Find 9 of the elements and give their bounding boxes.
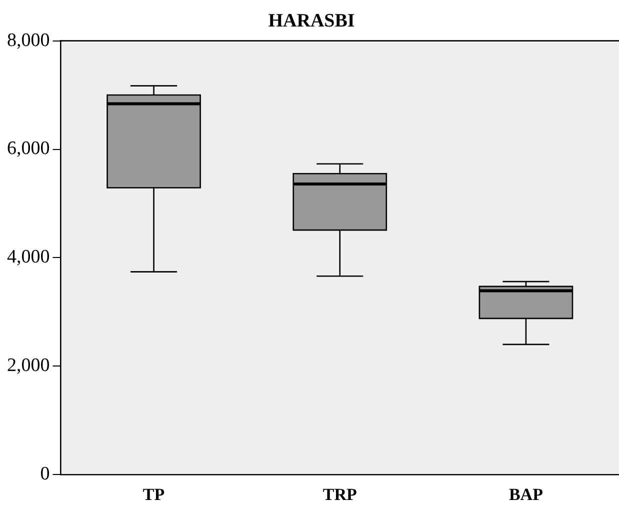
y-tick-label: 0 — [40, 464, 50, 485]
y-tick-label: 4,000 — [7, 246, 50, 268]
x-tick-label: TP — [142, 485, 165, 504]
y-tick-label: 8,000 — [7, 30, 50, 51]
chart-title: HARASBI — [268, 10, 355, 32]
y-tick-label: 6,000 — [7, 138, 50, 160]
y-tick-label: 2,000 — [7, 355, 50, 376]
x-tick-label: BAP — [508, 485, 543, 504]
x-tick-label: TRP — [322, 485, 357, 504]
